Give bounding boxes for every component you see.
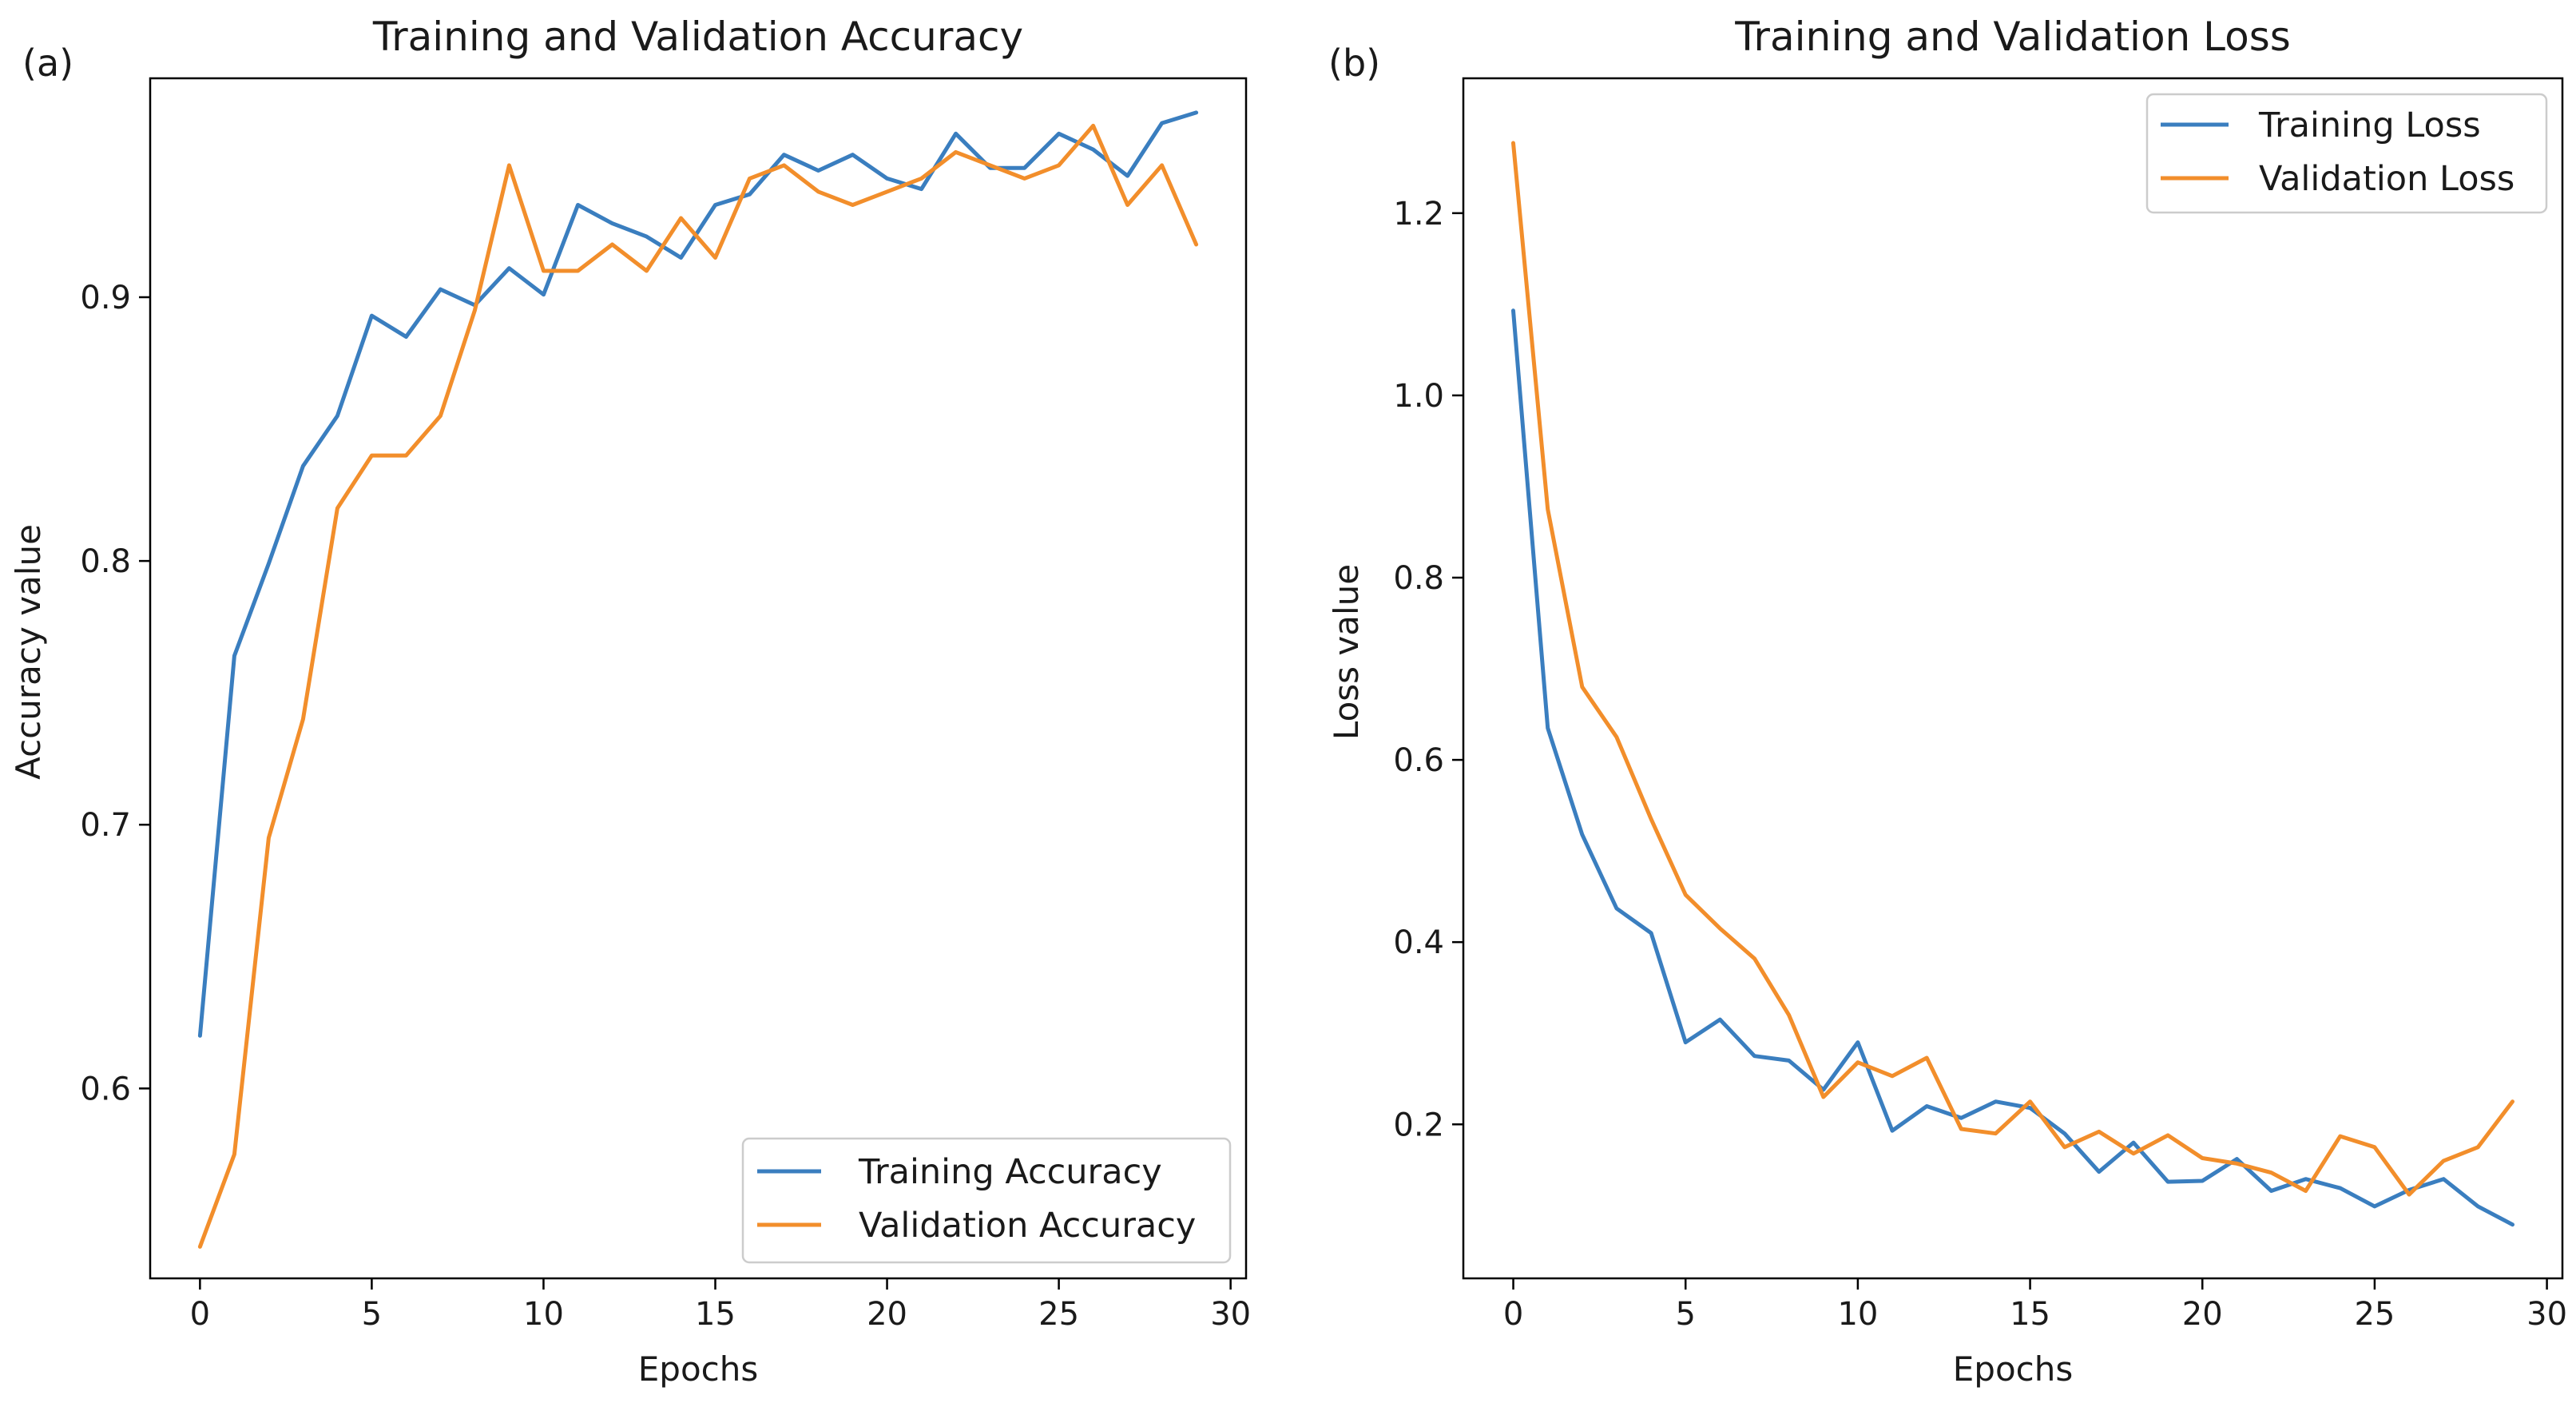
loss-y-tick-label-0: 0.2 (1393, 1107, 1444, 1143)
accuracy-x-tick-label-5: 25 (1038, 1296, 1079, 1333)
accuracy-chart: (a) Training and Validation Accuracy Epo… (9, 14, 1251, 1389)
loss-y-tick-label-5: 1.2 (1393, 196, 1444, 233)
accuracy-chart-title: Training and Validation Accuracy (372, 14, 1023, 60)
training-loss-line (1511, 308, 2514, 1227)
loss-axis-ticks: 0 5 10 15 20 25 30 0.2 0.4 0.6 0.8 1.0 1.2 (1393, 196, 2567, 1333)
loss-x-tick-label-2: 10 (1837, 1296, 1878, 1333)
loss-y-tick-label-3: 0.8 (1393, 560, 1444, 597)
loss-y-tick-label-4: 1.0 (1393, 378, 1444, 415)
accuracy-series (197, 110, 1199, 1249)
accuracy-x-tick-label-1: 5 (362, 1296, 382, 1333)
validation-loss-line (1511, 141, 2514, 1197)
panel-label-a: (a) (22, 42, 73, 85)
accuracy-axis-ticks: 0 5 10 15 20 25 30 0.6 0.7 0.8 0.9 (80, 280, 1251, 1333)
legend-label-validation-accuracy: Validation Accuracy (859, 1206, 1196, 1246)
loss-y-tick-label-2: 0.6 (1393, 742, 1444, 779)
training-accuracy-line (197, 110, 1199, 1038)
accuracy-y-tick-label-1: 0.7 (80, 807, 131, 844)
loss-x-axis-label: Epochs (1953, 1349, 2074, 1389)
loss-x-tick-label-3: 15 (2010, 1296, 2050, 1333)
panel-label-b: (b) (1328, 42, 1380, 85)
accuracy-legend-box (741, 1137, 1232, 1264)
accuracy-x-tick-label-4: 20 (867, 1296, 907, 1333)
loss-x-tick-label-0: 0 (1503, 1296, 1523, 1333)
loss-x-tick-label-4: 20 (2182, 1296, 2223, 1333)
accuracy-x-tick-label-6: 30 (1210, 1296, 1251, 1333)
accuracy-y-tick-label-2: 0.8 (80, 543, 131, 580)
accuracy-y-tick-label-3: 0.9 (80, 280, 131, 316)
loss-plot-frame (1462, 77, 2564, 1280)
legend-label-training-loss: Training Loss (2258, 105, 2481, 145)
loss-legend-box (2145, 93, 2548, 214)
legend-label-training-accuracy: Training Accuracy (858, 1152, 1162, 1192)
validation-accuracy-line (197, 123, 1199, 1249)
loss-x-tick-label-5: 25 (2354, 1296, 2395, 1333)
loss-y-axis-label: Loss value (1327, 564, 1366, 740)
legend-label-validation-loss: Validation Loss (2259, 159, 2514, 199)
loss-chart-title: Training and Validation Loss (1734, 14, 2291, 60)
loss-x-tick-label-6: 30 (2526, 1296, 2567, 1333)
accuracy-x-tick-label-0: 0 (190, 1296, 210, 1333)
accuracy-x-tick-label-3: 15 (695, 1296, 736, 1333)
loss-y-tick-label-1: 0.4 (1393, 924, 1444, 961)
accuracy-x-axis-label: Epochs (638, 1349, 759, 1389)
loss-x-tick-label-1: 5 (1675, 1296, 1695, 1333)
accuracy-x-tick-label-2: 10 (523, 1296, 564, 1333)
loss-legend: Training Loss Validation Loss (2145, 93, 2548, 214)
accuracy-y-tick-label-0: 0.6 (80, 1071, 131, 1107)
loss-series (1511, 141, 2514, 1227)
loss-chart: (b) Training and Validation Loss Epochs … (1327, 14, 2567, 1389)
accuracy-y-axis-label: Accuracy value (9, 524, 48, 780)
accuracy-plot-frame (149, 77, 1248, 1280)
accuracy-legend: Training Accuracy Validation Accuracy (741, 1137, 1232, 1264)
